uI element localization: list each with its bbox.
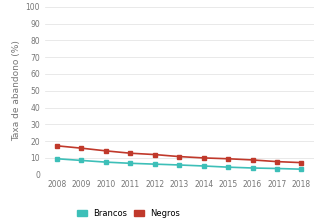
Negros [226,157,230,160]
Line: Brancos: Brancos [55,157,303,171]
Negros [251,159,254,161]
Negros [300,161,303,164]
Negros [104,150,108,152]
Negros [80,147,84,150]
Negros [177,155,181,158]
Brancos [202,165,205,167]
Brancos [226,166,230,168]
Brancos [55,157,59,160]
Negros [55,144,59,147]
Y-axis label: Taxa de abandono (%): Taxa de abandono (%) [12,40,21,141]
Brancos [251,167,254,169]
Brancos [80,159,84,162]
Negros [275,160,279,163]
Brancos [104,161,108,164]
Brancos [300,168,303,170]
Negros [128,152,132,155]
Negros [202,157,205,159]
Negros [153,153,157,156]
Line: Negros: Negros [55,144,303,164]
Brancos [177,164,181,166]
Legend: Brancos, Negros: Brancos, Negros [76,209,180,218]
Brancos [275,167,279,170]
Brancos [128,162,132,165]
Brancos [153,163,157,166]
